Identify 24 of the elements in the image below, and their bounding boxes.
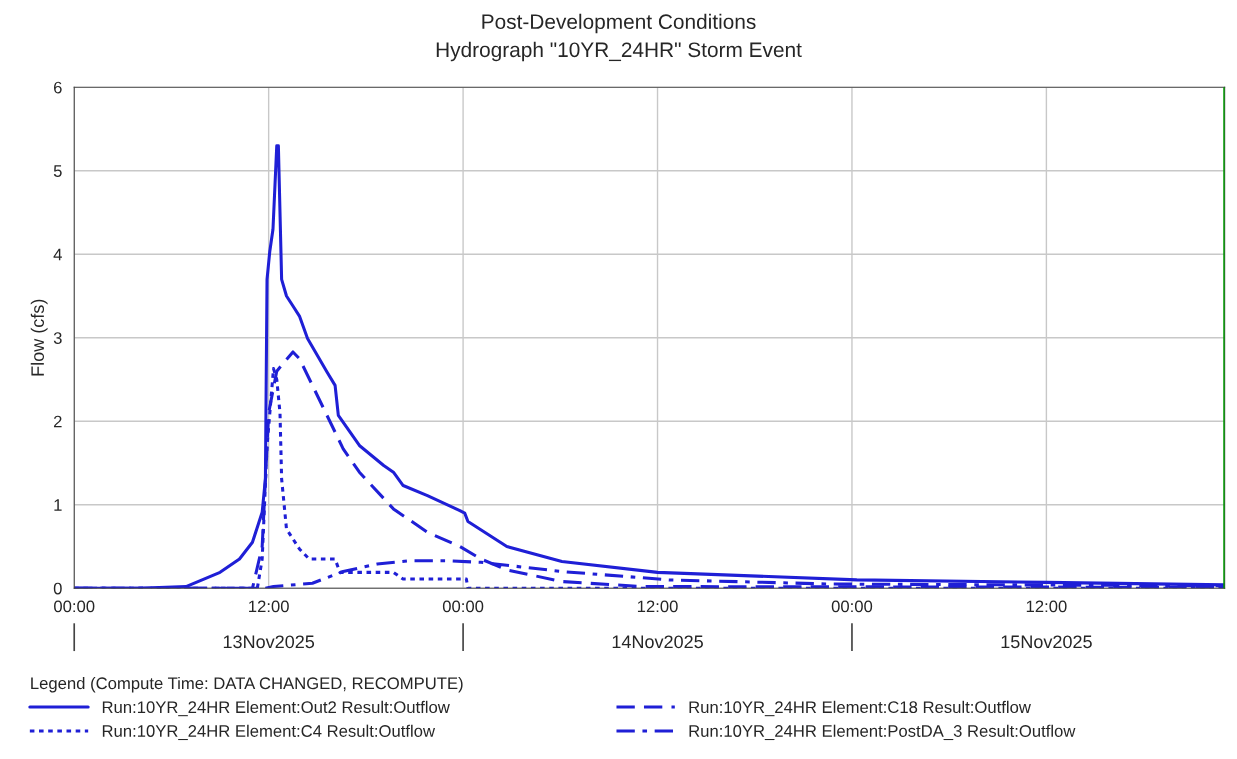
- y-tick-label: 2: [53, 415, 62, 428]
- x-tick-label: 12:00: [1026, 600, 1067, 613]
- x-tick-label: 00:00: [442, 600, 484, 613]
- chart-subtitle: Hydrograph "10YR_24HR" Storm Event: [436, 41, 802, 62]
- y-tick-label: 6: [53, 81, 62, 94]
- y-tick-label: 0: [53, 582, 62, 595]
- text: 13Nov2025: [223, 635, 315, 649]
- x-tick-label: 00:00: [54, 600, 95, 613]
- y-tick-label: 4: [53, 248, 62, 261]
- legend-label: Run:10YR_24HR Element:C4 Result:Outflow: [102, 724, 436, 741]
- chart-title: Post-Development Conditions: [482, 13, 756, 34]
- text: 15Nov2025: [1001, 635, 1092, 649]
- legend-label: Run:10YR_24HR Element:C18 Result:Outflow: [689, 700, 1031, 717]
- x-tick-label: 00:00: [831, 600, 873, 613]
- y-axis-title: Flow (cfs): [30, 299, 48, 376]
- legend-title: Legend (Compute Time: DATA CHANGED, RECOMPUTE): [31, 676, 463, 693]
- y-tick-label: 5: [53, 165, 62, 177]
- legend-label: Run:10YR_24HR Element:Out2 Result:Outflow: [102, 700, 450, 717]
- x-tick-label: 12:00: [637, 600, 678, 613]
- text: 14Nov2025: [612, 635, 703, 649]
- legend-label: Run:10YR_24HR Element:PostDA_3 Result:Outflow: [689, 724, 1076, 741]
- y-tick-label: 3: [53, 332, 62, 344]
- x-tick-label: 12:00: [249, 600, 289, 613]
- y-tick-label: 1: [54, 499, 62, 511]
